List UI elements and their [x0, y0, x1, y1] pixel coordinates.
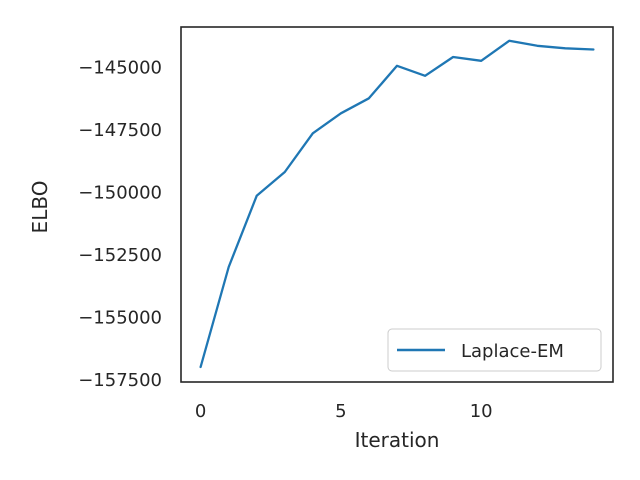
y-tick-label: −157500 — [78, 370, 162, 391]
y-tick-label: −147500 — [78, 120, 162, 141]
x-tick-label: 5 — [335, 401, 346, 422]
legend-label: Laplace-EM — [461, 341, 564, 362]
x-tick-label: 10 — [470, 401, 493, 422]
y-tick-label: −145000 — [78, 58, 162, 79]
y-axis-label: ELBO — [28, 181, 52, 234]
x-tick-label: 0 — [195, 401, 206, 422]
series-line-laplace-em — [199, 39, 595, 369]
x-axis-label: Iteration — [355, 428, 440, 452]
legend-box — [387, 328, 602, 372]
y-tick-label: −150000 — [78, 183, 162, 204]
plot-layer — [199, 39, 595, 369]
y-tick-label: −155000 — [78, 308, 162, 329]
y-axis: −145000 −147500 −150000 −152500 −155000 −1575… — [78, 58, 162, 392]
plot-frame — [180, 26, 614, 383]
y-tick-label: −152500 — [78, 245, 162, 266]
x-axis: 0 5 10 — [195, 401, 493, 422]
legend: Laplace-EM — [387, 328, 602, 372]
